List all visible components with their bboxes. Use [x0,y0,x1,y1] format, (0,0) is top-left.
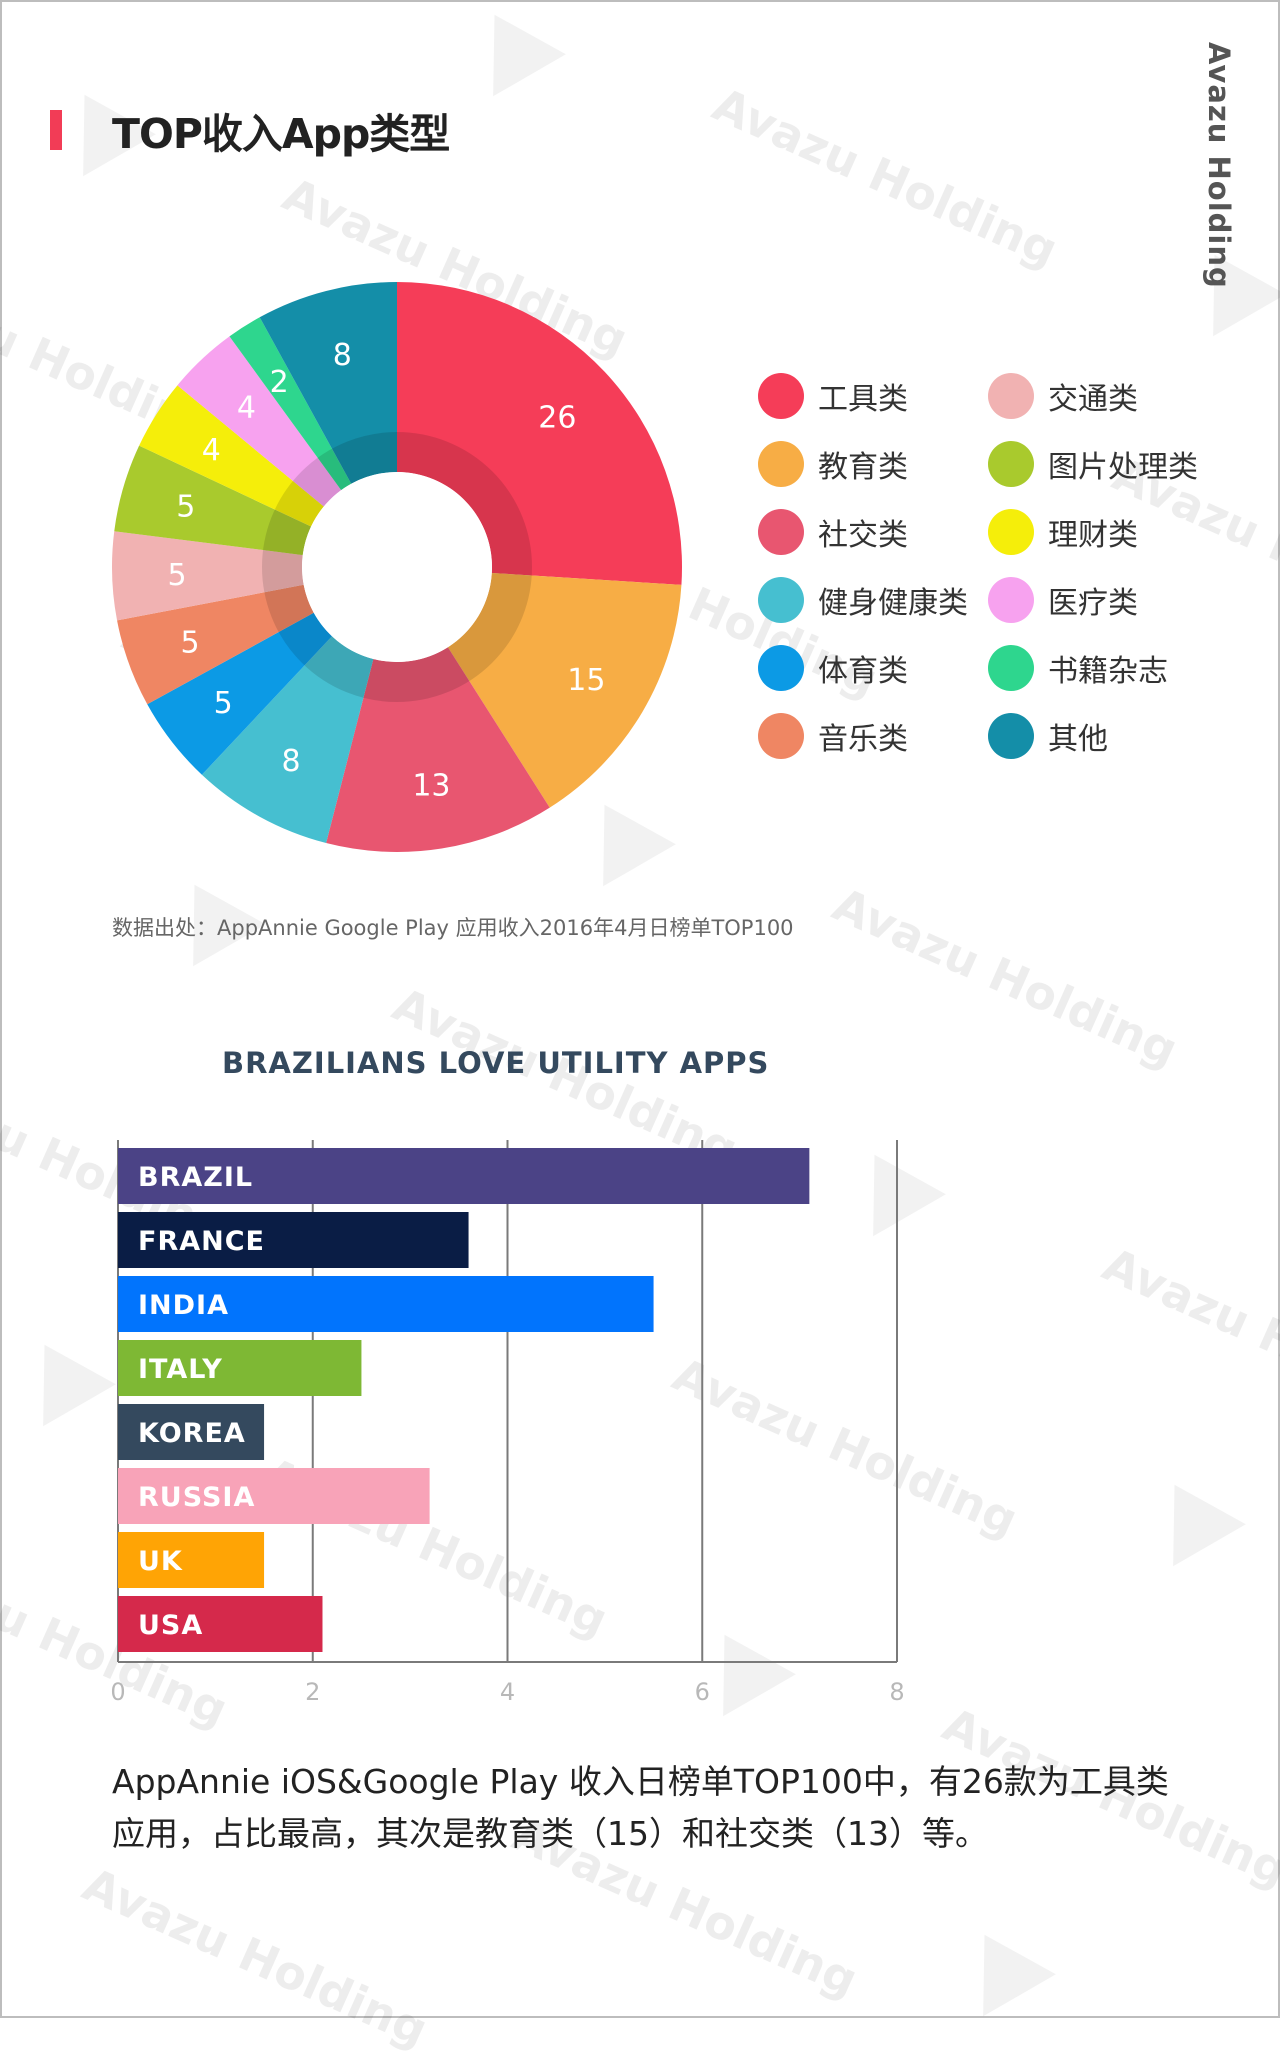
bar [118,1468,430,1524]
legend-swatch [758,509,804,555]
chart-title: BRAZILIANS LOVE UTILITY APPS [222,1046,769,1080]
bar [118,1596,323,1652]
donut-slice [397,282,683,585]
x-tick-label: 2 [305,1678,320,1706]
x-tick-label: 8 [889,1678,904,1706]
legend-swatch [758,441,804,487]
legend-item: 交通类 [988,372,1138,420]
slice-value-label: 5 [168,558,187,593]
legend-item: 健身健康类 [758,576,968,624]
slice-value-label: 15 [567,663,605,698]
bar [118,1532,265,1588]
legend-label: 健身健康类 [818,586,968,621]
legend-label: 音乐类 [818,722,908,757]
bar-category-label: ITALY [138,1354,223,1385]
legend-item: 医疗类 [988,576,1138,624]
legend-swatch [758,577,804,623]
caption-line: AppAnnie iOS&Google Play 收入日榜单TOP100中，有2… [112,1762,1169,1801]
legend-swatch [988,441,1034,487]
bar [118,1148,810,1204]
slice-value-label: 26 [538,400,576,435]
legend-label: 社交类 [818,518,908,553]
section-header: TOP收入App类型 [50,100,450,160]
bar [118,1212,469,1268]
source-note: 数据出处：AppAnnie Google Play 应用收入2016年4月日榜单… [112,916,794,940]
slice-value-label: 8 [333,338,352,373]
slice-value-label: 2 [270,365,289,400]
legend-swatch [988,713,1034,759]
legend-item: 音乐类 [758,712,908,760]
bar-category-label: FRANCE [138,1226,265,1257]
legend-item: 体育类 [758,644,908,692]
x-tick-label: 6 [695,1678,710,1706]
bar-category-label: UK [138,1546,183,1577]
legend-item: 教育类 [758,440,908,488]
donut-hole [302,472,492,662]
slice-value-label: 5 [214,686,233,721]
legend-label: 医疗类 [1048,586,1138,621]
bar [118,1276,654,1332]
bar-category-label: BRAZIL [138,1162,253,1193]
legend-label: 交通类 [1048,382,1138,417]
legend-swatch [988,373,1034,419]
legend-swatch [988,509,1034,555]
donut-slice [326,647,550,852]
legend-swatch [758,713,804,759]
legend-item: 工具类 [758,372,908,420]
accent-bar [50,110,62,150]
legend-item: 社交类 [758,508,908,556]
donut-slice [201,636,374,844]
slice-value-label: 4 [237,391,256,426]
donut-slice [139,385,324,527]
bar-chart: BRAZILIANS LOVE UTILITY APPS 0 2 4 6 8 BRAZIL F… [110,1046,904,1706]
summary-caption: AppAnnie iOS&Google Play 收入日榜单TOP100中，有2… [112,1756,1172,1860]
slice-value-label: 13 [412,768,450,803]
x-tick-label: 4 [500,1678,515,1706]
legend-label: 其他 [1048,722,1108,757]
legend-item: 其他 [988,712,1108,760]
bar [118,1404,265,1460]
slice-value-label: 8 [281,744,300,779]
donut-slice [117,584,314,705]
slice-value-label: 4 [202,433,221,468]
legend-label: 书籍杂志 [1048,654,1168,689]
donut-slice [447,572,682,808]
legend-item: 图片处理类 [988,440,1198,488]
bar-category-label: USA [138,1610,203,1641]
slice-value-label: 5 [180,626,199,661]
bar-category-label: KOREA [138,1418,246,1449]
bar [118,1340,362,1396]
donut-slice [177,336,342,507]
legend-label: 工具类 [818,382,908,417]
legend-swatch [988,577,1034,623]
bar-category-label: RUSSIA [138,1482,255,1513]
x-tick-label: 0 [110,1678,125,1706]
brand-label: Avazu Holding [1202,42,1236,289]
legend-swatch [758,373,804,419]
legend-label: 体育类 [818,654,908,689]
legend-label: 教育类 [818,450,908,485]
donut-slice [259,282,397,484]
donut-slice [147,612,332,775]
caption-line: 应用，占比最高，其次是教育类（15）和社交类（13）等。 [112,1814,988,1853]
bar-category-label: INDIA [138,1290,229,1321]
donut-slice [112,531,304,621]
donut-slice [229,317,352,491]
legend-swatch [988,645,1034,691]
legend-item: 理财类 [988,508,1138,556]
legend-swatch [758,645,804,691]
donut-slice [114,445,312,556]
slice-value-label: 5 [176,490,195,525]
legend-item: 书籍杂志 [988,644,1168,692]
legend-label: 图片处理类 [1048,450,1198,485]
section-title: TOP收入App类型 [112,110,450,158]
inner-shadow-ring [262,432,532,702]
legend-label: 理财类 [1048,518,1138,553]
